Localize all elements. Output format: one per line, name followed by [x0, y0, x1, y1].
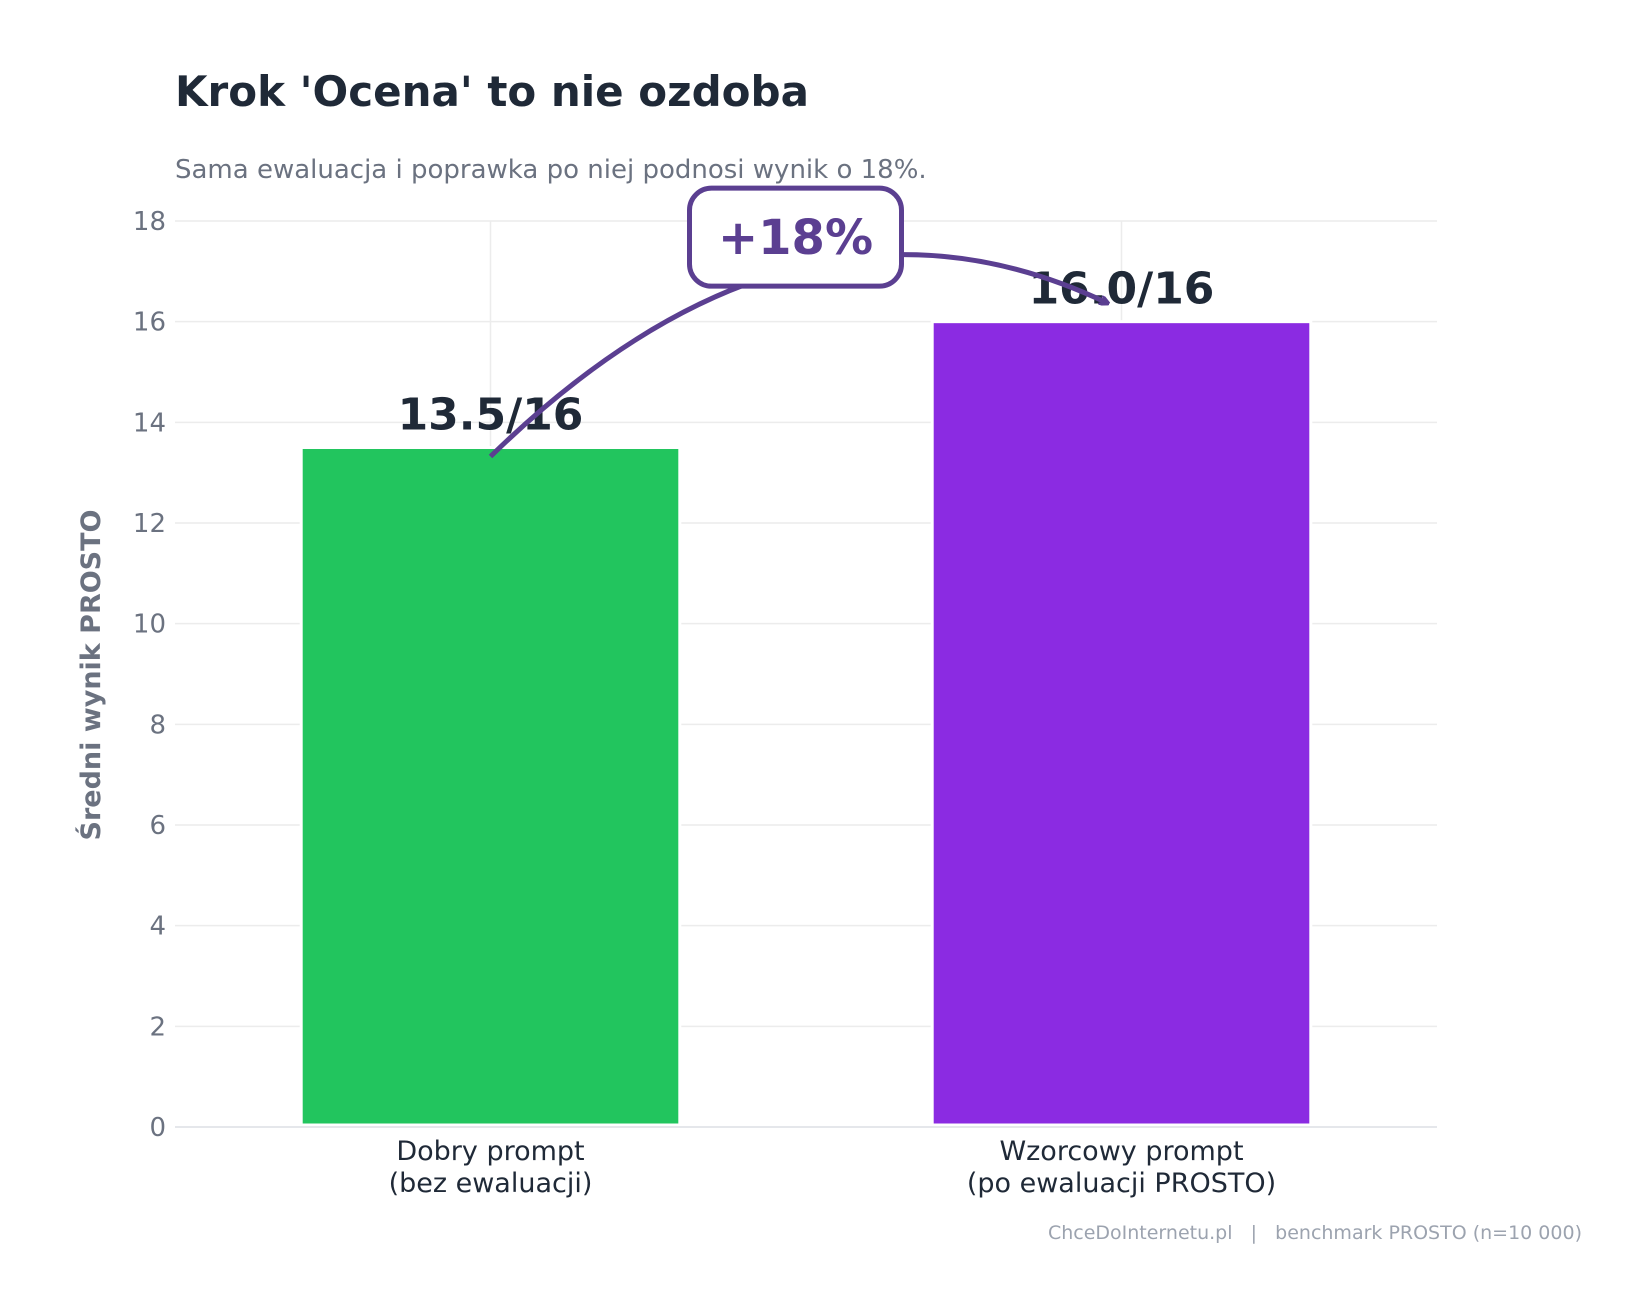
y-tick-label: 18 [133, 207, 166, 237]
y-tick-label: 16 [133, 308, 166, 338]
bar [299, 446, 682, 1127]
x-tick-label: Wzorcowy prompt (po ewaluacji PROSTO) [967, 1136, 1276, 1199]
change-annotation: +18% [488, 185, 1107, 459]
x-tick-label: Dobry prompt (bez ewaluacji) [389, 1136, 593, 1199]
bar [930, 320, 1313, 1127]
y-tick-label: 6 [149, 811, 166, 841]
y-tick-label: 12 [133, 509, 166, 539]
y-tick-label: 4 [149, 912, 166, 942]
y-axis-label: Średni wynik PROSTO [75, 509, 107, 840]
y-tick-label: 2 [149, 1012, 166, 1042]
y-tick-label: 8 [149, 710, 166, 740]
chart-subtitle: Sama ewaluacja i poprawka po niej podnos… [175, 155, 927, 185]
y-tick-label: 10 [133, 610, 166, 640]
chart-title: Krok 'Ocena' to nie ozdoba [175, 67, 809, 116]
bars [299, 320, 1313, 1127]
y-axis-ticks: 0 2 4 6 8 10 12 14 16 18 [133, 207, 166, 1143]
footer-source: ChceDoInternetu.pl | benchmark PROSTO (n… [1048, 1222, 1582, 1244]
change-badge-label: +18% [718, 210, 873, 266]
x-axis-ticks: Dobry prompt (bez ewaluacji) Wzorcowy prom… [389, 1136, 1277, 1199]
y-tick-label: 14 [133, 408, 166, 438]
data-label: 16.0/16 [1029, 264, 1215, 315]
y-tick-label: 0 [149, 1113, 166, 1143]
change-badge [687, 185, 904, 289]
